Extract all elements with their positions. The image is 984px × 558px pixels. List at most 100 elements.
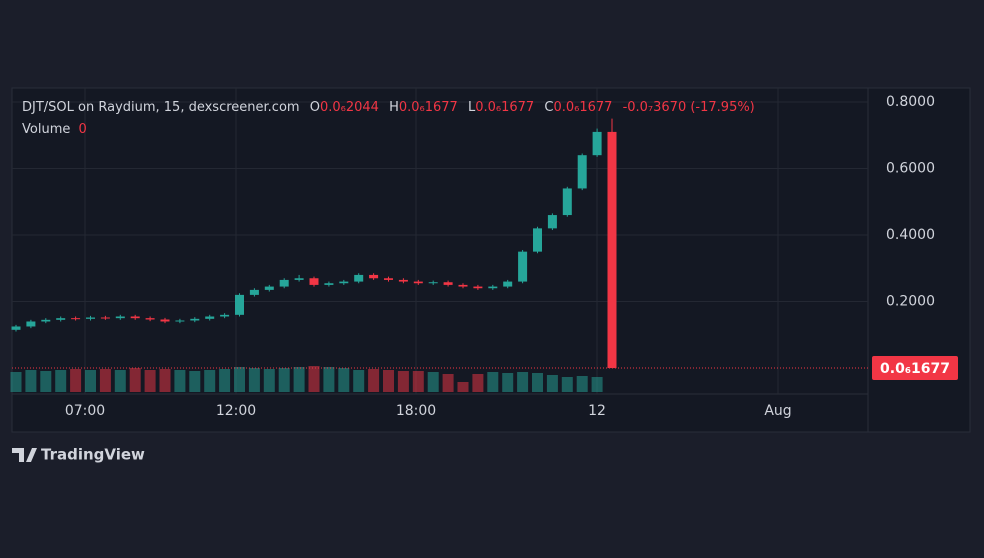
candle-body bbox=[592, 131, 602, 156]
candle-body bbox=[413, 281, 423, 284]
volume-bar bbox=[70, 369, 82, 392]
volume-bar bbox=[174, 370, 186, 392]
candle-body bbox=[294, 278, 304, 280]
volume-bar bbox=[189, 371, 201, 392]
candle-body bbox=[577, 155, 587, 189]
last-price-box bbox=[872, 356, 958, 381]
volume-bar bbox=[338, 368, 350, 392]
volume-bar bbox=[278, 368, 290, 392]
volume-bar bbox=[144, 370, 156, 392]
volume-bar bbox=[293, 367, 305, 392]
candle-body bbox=[428, 282, 438, 284]
volume-bar bbox=[10, 372, 22, 392]
volume-bar bbox=[353, 370, 365, 392]
candle-body bbox=[518, 251, 528, 282]
candle-body bbox=[607, 131, 617, 369]
volume-bar bbox=[383, 370, 394, 392]
volume-bar bbox=[591, 377, 603, 392]
marks bbox=[10, 118, 868, 392]
candle-body bbox=[86, 317, 95, 319]
candle-body bbox=[443, 282, 453, 285]
x-tick-label: 12:00 bbox=[216, 403, 256, 419]
x-tick-label: Aug bbox=[764, 403, 791, 419]
candle-body bbox=[264, 286, 274, 290]
tradingview-logo: TradingView bbox=[12, 446, 145, 464]
candle-body bbox=[339, 281, 349, 284]
candle-body bbox=[41, 319, 51, 322]
x-tick-label: 12 bbox=[588, 403, 606, 419]
candle-body bbox=[130, 316, 140, 319]
candle-body bbox=[369, 274, 379, 279]
candle-body bbox=[562, 188, 572, 216]
candle-body bbox=[145, 318, 155, 320]
volume-bar bbox=[517, 372, 529, 392]
legend-value: 0 bbox=[79, 122, 87, 137]
candle-body bbox=[473, 286, 483, 289]
volume-legend: Volume 0 bbox=[22, 122, 87, 137]
candle-body bbox=[160, 319, 170, 322]
candle-body bbox=[488, 286, 498, 289]
candle-body bbox=[205, 316, 215, 319]
volume-bar bbox=[40, 371, 52, 392]
volume-bar bbox=[397, 371, 409, 392]
volume-bar bbox=[219, 369, 231, 392]
candle-body bbox=[115, 316, 125, 319]
candle-body bbox=[220, 314, 230, 317]
candle-body bbox=[26, 321, 36, 327]
volume-bar bbox=[323, 367, 335, 392]
candle-body bbox=[458, 284, 468, 287]
volume-bar bbox=[204, 370, 216, 392]
candle-body bbox=[503, 281, 513, 287]
volume-bar bbox=[25, 370, 37, 392]
candle-body bbox=[398, 279, 408, 282]
legend-symbol: DJT/SOL on Raydium, 15, dexscreener.com bbox=[22, 100, 300, 115]
volume-bar bbox=[55, 370, 67, 392]
y-tick-label: 0.6000 bbox=[886, 160, 935, 176]
y-tick-label: 0.8000 bbox=[886, 94, 935, 110]
candle-body bbox=[190, 318, 200, 321]
y-tick-label: 0.2000 bbox=[886, 294, 935, 310]
last-price-label: 0.0₆1677 bbox=[880, 361, 950, 377]
volume-bar bbox=[263, 369, 275, 392]
volume-bar bbox=[368, 369, 380, 392]
volume-bar bbox=[85, 370, 96, 392]
candle-body bbox=[56, 318, 66, 320]
volume-bar bbox=[248, 368, 260, 392]
volume-bar bbox=[159, 369, 171, 392]
volume-bar bbox=[114, 370, 126, 392]
volume-bar bbox=[234, 367, 245, 392]
volume-bar bbox=[487, 372, 499, 392]
candle-body bbox=[324, 283, 334, 285]
candle-body bbox=[235, 294, 244, 315]
legend-value: 0.0₆1677 bbox=[475, 100, 534, 115]
volume-bar bbox=[576, 376, 588, 392]
volume-bar bbox=[457, 382, 469, 392]
volume-bar bbox=[129, 368, 141, 392]
legend-value: 0.0₆1677 bbox=[399, 100, 458, 115]
legend-value: 0.0₆1677 bbox=[553, 100, 612, 115]
legend-label: Volume bbox=[22, 122, 70, 137]
x-tick-label: 18:00 bbox=[396, 403, 436, 419]
candle-body bbox=[249, 289, 259, 295]
candle-body bbox=[533, 228, 542, 252]
candle-body bbox=[71, 318, 81, 320]
candle-body bbox=[309, 278, 319, 285]
legend-value: 0.0₆2044 bbox=[320, 100, 379, 115]
candle-body bbox=[547, 215, 557, 229]
volume-bar bbox=[412, 371, 424, 392]
candle-body bbox=[175, 320, 185, 322]
candle-body bbox=[354, 274, 364, 282]
logo-icon bbox=[12, 448, 37, 462]
legend-label: C bbox=[544, 100, 553, 115]
volume-bar bbox=[546, 375, 558, 392]
grid bbox=[12, 88, 868, 394]
volume-bar bbox=[532, 373, 543, 392]
candle-body bbox=[11, 326, 21, 330]
legend-change: -0.0₇3670 (-17.95%) bbox=[623, 100, 755, 115]
legend-line: DJT/SOL on Raydium, 15, dexscreener.com … bbox=[22, 100, 755, 115]
logo-text: TradingView bbox=[41, 446, 145, 464]
legend-label: H bbox=[389, 100, 399, 115]
volume-bar bbox=[99, 369, 111, 392]
volume-bar bbox=[561, 377, 573, 392]
